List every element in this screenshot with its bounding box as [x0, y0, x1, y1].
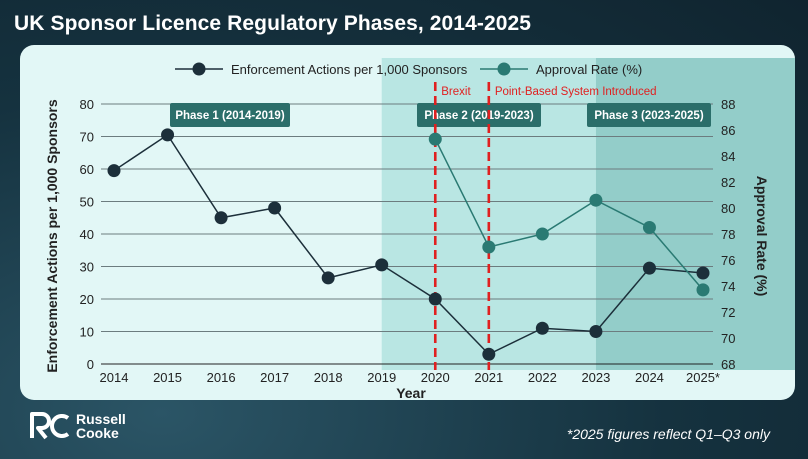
y2-tick-label: 84 [721, 149, 735, 164]
y-tick-label: 10 [80, 325, 94, 340]
y2-tick-label: 86 [721, 123, 735, 138]
series-2-point [696, 283, 710, 297]
x-tick-label: 2015 [153, 370, 182, 385]
y-tick-label: 70 [80, 130, 94, 145]
phase-label-text: Phase 1 (2014-2019) [175, 110, 284, 122]
brand-line1: Russell [76, 411, 126, 427]
y-tick-label: 80 [80, 97, 94, 112]
series-2-point [535, 227, 549, 241]
y2-tick-label: 80 [721, 201, 735, 216]
footnote: *2025 figures reflect Q1–Q3 only [566, 426, 770, 442]
phase-label-text: Phase 3 (2023-2025) [594, 110, 703, 122]
series-1-point [535, 321, 549, 335]
rc-logo-icon [30, 412, 70, 440]
y-tick-label: 50 [80, 195, 94, 210]
phase-label-3: Phase 3 (2023-2025) [587, 103, 711, 127]
legend: Enforcement Actions per 1,000 Sponsors Ap… [175, 62, 642, 77]
legend-marker [192, 62, 206, 76]
y2-tick-label: 70 [721, 331, 735, 346]
y-tick-label: 0 [87, 357, 94, 372]
series-2-point [428, 132, 442, 146]
legend-marker [497, 62, 511, 76]
y2-axis-title: Approval Rate (%) [754, 176, 770, 297]
legend-label: Enforcement Actions per 1,000 Sponsors [231, 62, 468, 77]
x-tick-label: 2024 [635, 370, 664, 385]
y2-tick-label: 76 [721, 253, 735, 268]
x-tick-label: 2025* [686, 370, 720, 385]
phase-label-1: Phase 1 (2014-2019) [170, 103, 290, 127]
x-tick-label: 2018 [314, 370, 343, 385]
phase-label-bg [587, 103, 711, 127]
series-1-point [696, 266, 710, 280]
y-tick-label: 60 [80, 162, 94, 177]
y2-tick-label: 78 [721, 227, 735, 242]
y-tick-label: 30 [80, 260, 94, 275]
x-tick-label: 2022 [528, 370, 557, 385]
x-tick-label: 2021 [474, 370, 503, 385]
series-1-point [642, 261, 656, 275]
y2-tick-label: 82 [721, 175, 735, 190]
series-2-point [482, 240, 496, 254]
x-tick-label: 2016 [207, 370, 236, 385]
event-label-1: Brexit [441, 86, 471, 98]
series-1-point [214, 211, 228, 225]
series-1-point [107, 164, 121, 178]
x-axis-title: Year [396, 385, 426, 401]
legend-label: Approval Rate (%) [536, 62, 642, 77]
series-2-point [589, 193, 603, 207]
event-label-2: Point-Based System Introduced [495, 86, 657, 98]
series-1-point [161, 128, 175, 142]
page-title: UK Sponsor Licence Regulatory Phases, 20… [14, 12, 532, 35]
series-2-point [642, 221, 656, 234]
y2-tick-label: 72 [721, 305, 735, 320]
series-1-point [589, 325, 603, 338]
y2-tick-label: 88 [721, 97, 735, 112]
x-tick-label: 2020 [421, 370, 450, 385]
series-line-1 [113, 133, 704, 356]
x-tick-label: 2019 [367, 370, 396, 385]
y-tick-label: 20 [80, 292, 94, 307]
phase-label-2: Phase 2 (2019-2023) [417, 103, 541, 127]
series-1-point [482, 347, 496, 361]
series-1-point [321, 271, 335, 285]
series-1-point [375, 258, 389, 272]
x-tick-label: 2014 [100, 370, 129, 385]
series-1-point [428, 292, 442, 306]
brand-logo: Russell Cooke [30, 412, 126, 440]
series-1-point [268, 201, 282, 215]
y2-tick-label: 68 [721, 357, 735, 372]
phase-label-text: Phase 2 (2019-2023) [424, 110, 533, 122]
y-axis-title: Enforcement Actions per 1,000 Sponsors [44, 99, 60, 373]
brand-line2: Cooke [76, 425, 119, 441]
x-tick-label: 2017 [260, 370, 289, 385]
x-tick-label: 2023 [581, 370, 610, 385]
phase-label-bg [170, 103, 290, 127]
y2-tick-label: 74 [721, 279, 735, 294]
phase-label-bg [417, 103, 541, 127]
series-line-2 [434, 138, 704, 291]
y-tick-label: 40 [80, 227, 94, 242]
